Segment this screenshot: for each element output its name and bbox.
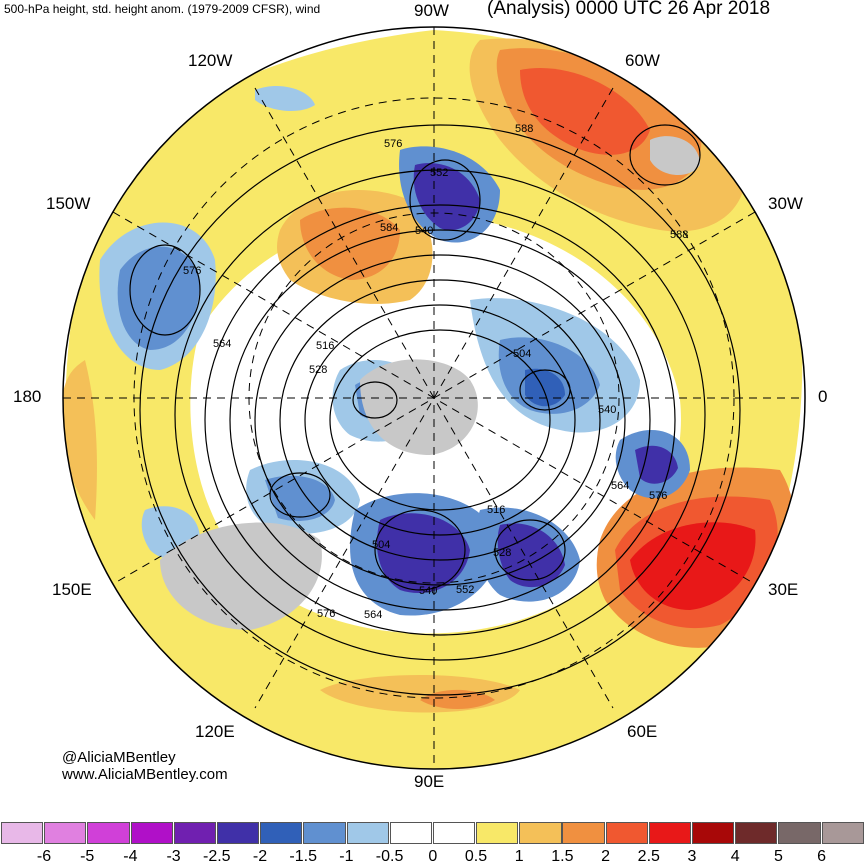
colorbar <box>1 822 865 844</box>
analysis-time: (Analysis) 0000 UTC 26 Apr 2018 <box>487 0 771 19</box>
colorbar-tick-label: -1 <box>339 848 354 865</box>
contour-label: 564 <box>213 338 231 350</box>
contour-label: 528 <box>493 547 511 559</box>
height-contours <box>129 124 741 696</box>
contour-label: 576 <box>183 265 201 277</box>
colorbar-swatch <box>87 822 130 844</box>
colorbar-tick-label: -2.5 <box>203 848 231 865</box>
colorbar-tick-label: -1.5 <box>289 848 317 865</box>
longitude-label-30e: 30E <box>768 580 799 599</box>
contour-label: 516 <box>316 340 334 352</box>
contour-label: 576 <box>317 608 335 620</box>
contour-label: 564 <box>611 480 629 492</box>
contour-label: 588 <box>515 123 533 135</box>
colorbar-swatch <box>519 822 562 844</box>
longitude-label-150w: 150W <box>46 194 91 213</box>
graticule <box>63 27 805 769</box>
longitude-label-0: 0 <box>818 387 828 406</box>
colorbar-swatch <box>303 822 346 844</box>
longitude-label-150e: 150E <box>52 580 92 599</box>
polar-stereographic-map: 576 552 584 540 588 588 576 564 516 528 … <box>62 26 806 770</box>
contour-label: 576 <box>649 490 667 502</box>
longitude-label-90e: 90E <box>414 772 445 791</box>
colorbar-swatch <box>692 822 735 844</box>
colorbar-swatch <box>778 822 821 844</box>
contour-label: 584 <box>380 222 398 234</box>
colorbar-tick-label: -3 <box>166 848 181 865</box>
longitude-label-90w: 90W <box>414 1 449 20</box>
colorbar-swatch <box>389 822 432 844</box>
author-handle: @AliciaMBentley <box>62 749 176 766</box>
colorbar-tick-label: 6 <box>817 848 827 865</box>
longitude-label-60e: 60E <box>627 722 658 741</box>
colorbar-swatch <box>216 822 260 844</box>
colorbar-swatch <box>44 822 87 844</box>
contour-label: 576 <box>384 138 402 150</box>
colorbar-swatch <box>648 822 692 844</box>
contour-label: 564 <box>364 609 382 621</box>
contour-label: 540 <box>415 225 433 237</box>
colorbar-tick-label: 3 <box>687 848 697 865</box>
longitude-label-120w: 120W <box>188 51 233 70</box>
colorbar-tick-label: -6 <box>36 848 52 865</box>
contour-label: 588 <box>670 229 688 241</box>
longitude-label-180: 180 <box>13 387 42 406</box>
contour-label: 504 <box>372 539 390 551</box>
colorbar-tick-label: 0.5 <box>464 848 488 865</box>
colorbar-swatch <box>130 822 173 844</box>
colorbar-swatch <box>562 822 605 844</box>
contour-labels: 576 552 584 540 588 588 576 564 516 528 … <box>183 123 688 621</box>
longitude-label-120e: 120E <box>195 722 235 741</box>
contour-label: 552 <box>430 167 448 179</box>
colorbar-swatch <box>260 822 303 844</box>
colorbar-swatch <box>346 822 389 844</box>
colorbar-swatch <box>821 822 864 844</box>
colorbar-swatch <box>1 822 44 844</box>
contour-label: 504 <box>513 348 531 360</box>
longitude-label-30w: 30W <box>768 194 803 213</box>
contour-label: 528 <box>309 364 327 376</box>
contour-label: 540 <box>598 404 616 416</box>
colorbar-swatch <box>605 822 648 844</box>
longitude-label-60w: 60W <box>625 51 660 70</box>
colorbar-tick-label: 5 <box>773 848 783 865</box>
colorbar-tick-label: 1 <box>514 848 524 865</box>
colorbar-swatch <box>476 822 519 844</box>
colorbar-tick-label: 1.5 <box>551 848 574 865</box>
colorbar-swatch <box>432 822 476 844</box>
contour-label: 516 <box>487 504 505 516</box>
contour-label: 552 <box>456 584 474 596</box>
author-website: www.AliciaMBentley.com <box>62 766 228 783</box>
colorbar-tick-label: 2 <box>601 848 611 865</box>
colorbar-tick-label: 4 <box>730 848 740 865</box>
colorbar-labels: -6 -5 -4 -3 -2.5 -2 -1.5 -1 -0.5 0 0.5 1 1.5 2 2.5 3 4 5 6 <box>0 848 868 866</box>
colorbar-tick-label: 0 <box>428 848 438 865</box>
contour-label: 540 <box>419 585 437 597</box>
map-boundary <box>62 26 806 770</box>
colorbar-swatch <box>173 822 216 844</box>
colorbar-tick-label: 2.5 <box>637 848 660 865</box>
colorbar-tick-label: -4 <box>123 848 138 865</box>
map-title: 500-hPa height, std. height anom. (1979-… <box>4 2 321 16</box>
colorbar-tick-label: -2 <box>252 848 268 865</box>
colorbar-tick-label: -0.5 <box>375 848 404 865</box>
colorbar-tick-label: -5 <box>80 848 95 865</box>
colorbar-swatch <box>735 822 778 844</box>
